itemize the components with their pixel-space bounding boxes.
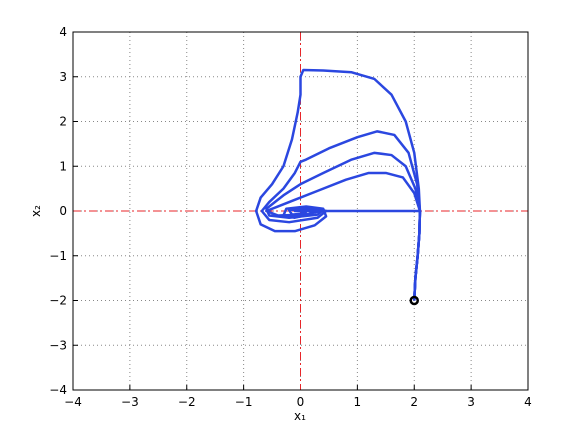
x-tick-label: 2 xyxy=(410,395,418,409)
trajectory xyxy=(300,209,422,301)
y-tick-label: 0 xyxy=(59,204,67,218)
x-tick-label: 0 xyxy=(297,395,305,409)
y-tick-label: −2 xyxy=(49,294,67,308)
y-tick-label: 4 xyxy=(59,25,67,39)
x-tick-label: −2 xyxy=(178,395,196,409)
y-tick-label: −3 xyxy=(49,338,67,352)
y-tick-label: −1 xyxy=(49,249,67,263)
x-tick-label: −4 xyxy=(64,395,82,409)
x-tick-label: 3 xyxy=(467,395,475,409)
trajectory xyxy=(254,68,422,301)
x-tick-label: −3 xyxy=(121,395,139,409)
y-tick-label: 3 xyxy=(59,70,67,84)
x-tick-label: 1 xyxy=(354,395,362,409)
y-axis-label: x₂ xyxy=(29,205,43,217)
start-point xyxy=(409,295,419,306)
y-tick-label: 1 xyxy=(59,159,67,173)
x-axis-label: x₁ xyxy=(294,409,306,423)
axes-box xyxy=(72,31,529,391)
x-tick-label: 4 xyxy=(524,395,532,409)
x-tick-label: −1 xyxy=(235,395,253,409)
y-tick-label: 2 xyxy=(59,115,67,129)
y-tick-label: −4 xyxy=(49,383,67,397)
